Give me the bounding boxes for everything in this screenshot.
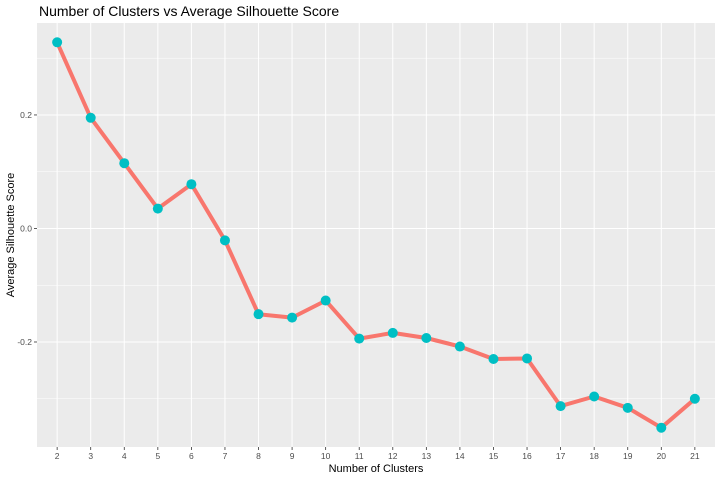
data-point xyxy=(387,327,398,338)
y-tick-label: 0.0 xyxy=(20,223,32,233)
x-tick-label: 21 xyxy=(690,451,700,461)
x-tick-label: 7 xyxy=(223,451,228,461)
x-tick-label: 14 xyxy=(455,451,465,461)
x-axis-title: Number of Clusters xyxy=(329,463,424,475)
data-point xyxy=(287,312,298,323)
series-layer xyxy=(55,40,697,430)
x-tick-label: 9 xyxy=(290,451,295,461)
data-point xyxy=(186,179,197,190)
data-point xyxy=(253,309,264,320)
data-point xyxy=(454,341,465,352)
x-tick-label: 8 xyxy=(256,451,261,461)
x-tick-label: 13 xyxy=(422,451,432,461)
y-axis-ticks: 0.2 0.0 -0.2 xyxy=(17,110,37,347)
data-point xyxy=(589,391,600,402)
x-tick-label: 3 xyxy=(88,451,93,461)
data-point xyxy=(52,37,63,48)
data-point xyxy=(354,333,365,344)
x-tick-label: 16 xyxy=(522,451,532,461)
data-point xyxy=(689,393,700,404)
points-layer xyxy=(52,37,700,433)
x-tick-label: 10 xyxy=(321,451,331,461)
y-tick-label: -0.2 xyxy=(17,337,32,347)
data-point xyxy=(152,203,163,214)
plot-panel xyxy=(37,23,715,447)
chart-title: Number of Clusters vs Average Silhouette… xyxy=(39,3,340,19)
x-tick-label: 17 xyxy=(556,451,566,461)
data-point xyxy=(421,333,432,344)
data-point xyxy=(656,422,667,433)
x-tick-label: 19 xyxy=(623,451,633,461)
data-point xyxy=(320,295,331,306)
x-axis-ticks: 2 3 4 5 6 7 8 9 10 11 12 13 14 15 16 17 18 19 20 21 xyxy=(55,447,700,461)
data-point xyxy=(119,158,130,169)
data-point xyxy=(488,354,499,365)
x-tick-label: 2 xyxy=(55,451,60,461)
data-point xyxy=(522,353,533,364)
x-tick-label: 20 xyxy=(657,451,667,461)
data-point xyxy=(555,401,566,412)
x-tick-label: 4 xyxy=(122,451,127,461)
series-line xyxy=(55,40,697,430)
data-point xyxy=(219,235,230,246)
x-tick-label: 11 xyxy=(355,451,364,461)
x-tick-label: 15 xyxy=(489,451,499,461)
y-axis-title: Average Silhouette Score xyxy=(5,173,17,298)
x-tick-label: 5 xyxy=(155,451,160,461)
data-point xyxy=(622,402,633,413)
data-point xyxy=(85,112,96,123)
x-tick-label: 6 xyxy=(189,451,194,461)
major-gridlines xyxy=(37,23,715,447)
x-tick-label: 18 xyxy=(589,451,599,461)
x-tick-label: 12 xyxy=(388,451,398,461)
y-tick-label: 0.2 xyxy=(20,110,32,120)
